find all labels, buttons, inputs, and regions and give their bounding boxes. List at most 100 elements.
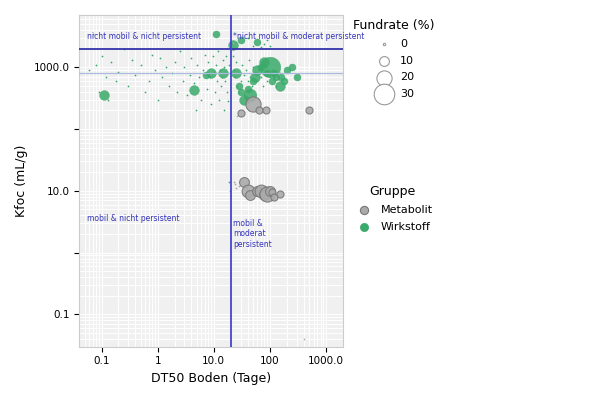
Point bbox=[185, 72, 194, 78]
Point bbox=[263, 190, 272, 197]
Point bbox=[221, 53, 231, 60]
Point bbox=[215, 67, 225, 73]
Point bbox=[243, 78, 253, 84]
Point bbox=[161, 64, 171, 70]
Point bbox=[179, 64, 189, 70]
Point bbox=[275, 70, 284, 76]
Point bbox=[263, 78, 272, 84]
Point bbox=[260, 59, 269, 66]
Point bbox=[253, 67, 262, 73]
Point bbox=[155, 55, 165, 61]
Point bbox=[214, 48, 223, 55]
Text: mobil &
moderat
persistent: mobil & moderat persistent bbox=[233, 219, 272, 249]
Point bbox=[119, 46, 129, 52]
Point bbox=[103, 96, 113, 103]
Point bbox=[209, 68, 218, 75]
Point bbox=[124, 83, 133, 89]
Point bbox=[261, 64, 271, 70]
Point bbox=[254, 67, 264, 73]
Point bbox=[240, 92, 250, 98]
Point bbox=[127, 57, 137, 63]
Point bbox=[230, 74, 240, 80]
Point bbox=[228, 53, 238, 60]
Point bbox=[192, 62, 202, 68]
Point bbox=[258, 190, 268, 197]
Point bbox=[190, 87, 199, 93]
Point bbox=[236, 78, 245, 84]
Point bbox=[280, 78, 289, 84]
Point bbox=[91, 62, 101, 68]
Point bbox=[232, 70, 241, 76]
Point bbox=[245, 92, 255, 98]
Point bbox=[239, 96, 249, 103]
Point bbox=[197, 96, 206, 103]
Point bbox=[223, 70, 232, 76]
Point bbox=[228, 40, 238, 46]
Point bbox=[212, 78, 222, 84]
Point bbox=[170, 59, 179, 66]
Point bbox=[245, 74, 255, 80]
Point bbox=[263, 70, 272, 76]
Point bbox=[258, 83, 268, 89]
Point bbox=[85, 67, 94, 73]
Point bbox=[269, 74, 279, 80]
Point bbox=[268, 78, 277, 84]
Point bbox=[269, 70, 279, 76]
Point bbox=[232, 113, 242, 120]
Point bbox=[200, 52, 210, 58]
Point bbox=[172, 89, 182, 95]
Point bbox=[111, 78, 121, 84]
Point bbox=[94, 89, 104, 95]
Point bbox=[236, 110, 245, 116]
Point bbox=[144, 78, 154, 84]
Point bbox=[225, 188, 235, 194]
Point bbox=[242, 185, 251, 192]
Point bbox=[211, 31, 221, 38]
Point bbox=[236, 36, 245, 43]
Point bbox=[153, 96, 163, 103]
Point bbox=[113, 68, 123, 75]
Point bbox=[232, 59, 241, 66]
Point bbox=[239, 178, 249, 185]
Point bbox=[275, 190, 284, 197]
Point bbox=[277, 74, 286, 80]
Point bbox=[189, 80, 199, 86]
Point bbox=[218, 57, 227, 63]
Point bbox=[239, 72, 248, 78]
Point bbox=[292, 74, 301, 80]
Point bbox=[88, 30, 98, 37]
Legend: Metabolit, Wirkstoff: Metabolit, Wirkstoff bbox=[348, 181, 437, 236]
Point bbox=[236, 89, 245, 95]
Point bbox=[217, 74, 227, 80]
Point bbox=[228, 42, 238, 48]
Point bbox=[244, 57, 254, 63]
Point bbox=[205, 74, 215, 80]
Point bbox=[256, 74, 266, 80]
Point bbox=[248, 43, 258, 49]
Point bbox=[248, 64, 258, 70]
Point bbox=[148, 52, 157, 58]
Point bbox=[256, 64, 266, 70]
Point bbox=[151, 67, 160, 73]
Point bbox=[219, 107, 229, 114]
Point bbox=[175, 48, 185, 55]
Point bbox=[211, 62, 221, 68]
Point bbox=[260, 70, 269, 76]
Point bbox=[214, 96, 224, 103]
Text: mobil & nicht persistent: mobil & nicht persistent bbox=[87, 214, 179, 224]
Point bbox=[136, 62, 146, 68]
Point bbox=[140, 89, 150, 95]
Point bbox=[242, 67, 251, 73]
Point bbox=[164, 83, 174, 89]
Point bbox=[248, 78, 258, 84]
Point bbox=[260, 192, 269, 198]
Point bbox=[220, 64, 229, 70]
Point bbox=[218, 70, 228, 76]
Text: *nicht mobil & moderat persistent: *nicht mobil & moderat persistent bbox=[233, 32, 364, 40]
Point bbox=[217, 83, 226, 89]
Text: nicht mobil & nicht persistent: nicht mobil & nicht persistent bbox=[87, 32, 201, 40]
Point bbox=[243, 34, 253, 41]
Point bbox=[256, 188, 266, 194]
Point bbox=[187, 55, 196, 61]
Point bbox=[224, 62, 233, 68]
